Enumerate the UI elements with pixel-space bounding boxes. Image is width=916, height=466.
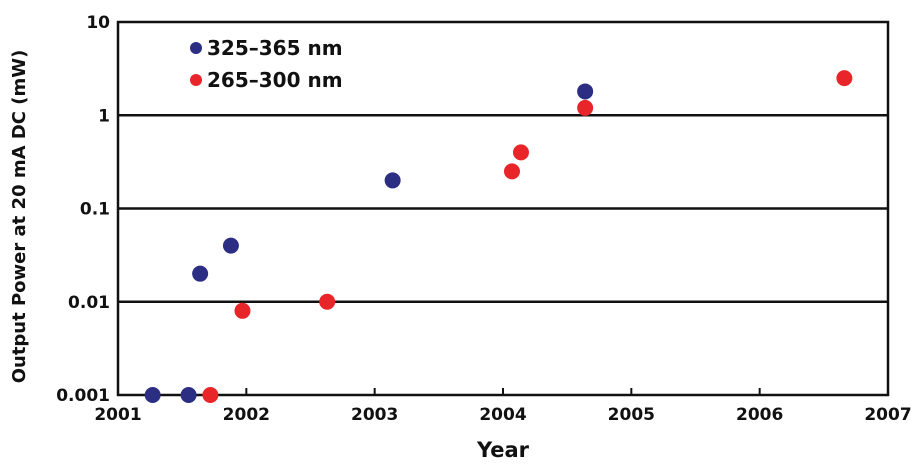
legend-entry: 325–365 nm <box>207 36 343 60</box>
legend-entry: 265–300 nm <box>207 68 343 92</box>
data-point <box>144 387 161 403</box>
data-point <box>503 163 520 180</box>
legend: 325–365 nm 265–300 nm <box>190 36 343 92</box>
data-point <box>180 387 197 403</box>
y-tick-label: 10 <box>86 13 110 33</box>
data-point <box>577 83 594 100</box>
data-point <box>512 144 529 161</box>
x-tick-label: 2003 <box>351 405 398 425</box>
y-axis-title: Output Power at 20 mA DC (mW) <box>9 50 30 384</box>
grid <box>118 114 888 303</box>
data-point <box>836 70 853 87</box>
y-tick-label: 1 <box>98 106 110 126</box>
data-point <box>384 172 401 189</box>
legend-marker <box>190 42 202 54</box>
data-point <box>234 302 251 319</box>
y-tick-label: 0.01 <box>68 293 110 313</box>
data-point <box>577 99 594 116</box>
data-point <box>202 387 219 403</box>
y-tick-label: 0.001 <box>56 386 110 406</box>
y-tick-labels: 0.001 0.01 0.1 1 10 <box>56 13 110 406</box>
x-axis-title: Year <box>476 438 530 462</box>
x-tick-label: 2005 <box>608 405 655 425</box>
y-tick-label: 0.1 <box>80 200 110 220</box>
data-point <box>192 265 209 282</box>
x-tick-label: 2007 <box>864 405 911 425</box>
x-tick-labels: 2001 2002 2003 2004 2005 2006 2007 <box>94 388 912 425</box>
x-tick-label: 2004 <box>479 405 526 425</box>
data-point <box>319 293 336 310</box>
data-point <box>222 237 239 254</box>
data-points <box>144 70 853 403</box>
legend-marker <box>190 74 202 86</box>
x-tick-label: 2002 <box>223 405 270 425</box>
x-tick-label: 2006 <box>736 405 783 425</box>
x-tick-label: 2001 <box>94 405 141 425</box>
